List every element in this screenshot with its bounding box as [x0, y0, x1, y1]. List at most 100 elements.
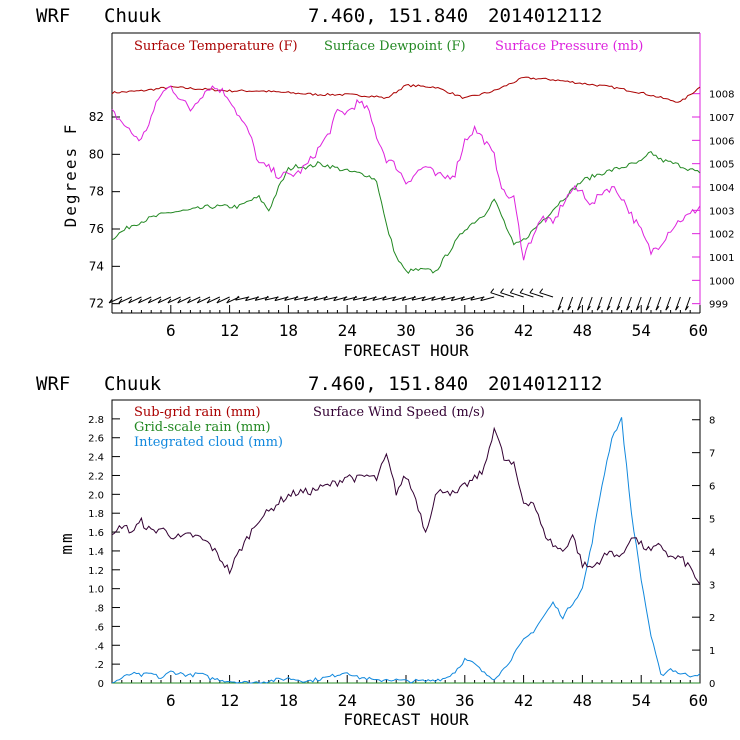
wind-barb — [187, 296, 201, 304]
bottom-header-station: Chuuk — [104, 373, 162, 395]
y2-tick-label: 1001 — [709, 253, 734, 264]
wind-barb — [264, 296, 279, 301]
wind-barb-flag — [675, 305, 679, 311]
wind-barb — [411, 296, 426, 301]
y-tick-label: 76 — [89, 222, 104, 236]
bottom-header-model: WRF — [36, 373, 70, 395]
y2-tick-label: 3 — [709, 580, 715, 591]
top-header-station: Chuuk — [104, 5, 162, 27]
wind-barb — [635, 296, 642, 311]
wind-barb-flag — [235, 295, 240, 301]
legend-gridscale: Grid-scale rain (mm) — [134, 420, 271, 435]
wind-barb — [586, 296, 593, 311]
bottom-y-ticks: 0 .2 .4 .6 .8 1.0 1.2 1.4 1.6 1.8 2.0 2.2 2.4 2.6 2.8 — [88, 415, 120, 690]
x-tick-label: 36 — [455, 691, 474, 710]
wind-barb-flag — [274, 296, 279, 301]
wind-barb-flag — [313, 296, 318, 301]
x-tick-label: 12 — [220, 321, 239, 340]
bottom-x-ticks: 6 12 18 24 30 36 42 48 54 60 — [111, 675, 708, 710]
series-line-4 — [111, 426, 701, 585]
wind-barb-flag — [645, 305, 650, 311]
y-tick-label: .6 — [94, 622, 104, 633]
bottom-x-label: FORECAST HOUR — [343, 710, 469, 729]
y-tick-label: 74 — [89, 259, 104, 273]
wind-barb-flag — [167, 298, 172, 304]
wind-barb-flag — [401, 296, 406, 301]
y-tick-label: 2.6 — [88, 434, 104, 445]
wind-barb-flag — [108, 298, 113, 304]
wind-barb — [557, 296, 564, 311]
y-tick-label: 2.2 — [88, 471, 104, 482]
series-line-3 — [111, 417, 701, 684]
wind-barb-flag — [626, 305, 630, 311]
wind-barb — [519, 292, 534, 298]
x-tick-label: 30 — [396, 691, 415, 710]
wind-barb-flag — [509, 288, 514, 294]
y-tick-label: 1.8 — [88, 509, 104, 520]
wind-barb — [382, 296, 397, 301]
y2-tick-label: 1007 — [709, 113, 734, 124]
wind-barb — [529, 292, 544, 298]
legend-wind: Surface Wind Speed (m/s) — [313, 405, 485, 420]
wind-barb — [206, 296, 221, 304]
wind-barb-flag — [577, 305, 581, 311]
wind-barb-flag — [216, 298, 221, 304]
wind-barb — [577, 296, 583, 311]
wind-barb — [684, 296, 691, 311]
y-tick-label: .4 — [94, 641, 104, 652]
y-tick-label: 1.0 — [88, 585, 104, 596]
wind-barb-flag — [138, 298, 142, 304]
y-tick-label: 1.2 — [88, 566, 104, 577]
wind-barb — [108, 296, 123, 304]
y2-tick-label: 1 — [709, 646, 715, 657]
bottom-header-coords: 7.460, 151.840 — [308, 373, 468, 395]
wind-barb-flag — [539, 288, 544, 294]
wind-barb — [138, 296, 152, 304]
wind-barb-flag — [636, 305, 640, 311]
wind-barb — [480, 296, 495, 302]
top-header: WRF Chuuk 7.460, 151.840 2014012112 — [36, 5, 602, 27]
y-tick-label: 1.4 — [88, 547, 104, 558]
wind-barb-flag — [264, 295, 269, 301]
wind-barb-flag — [226, 298, 231, 304]
wind-barb — [510, 292, 524, 298]
wind-barb-flag — [333, 296, 338, 301]
wind-barb-flag — [587, 305, 591, 311]
wind-barb — [596, 296, 603, 311]
wind-barb-flag — [352, 295, 357, 301]
y-tick-label: 2.8 — [88, 415, 104, 426]
top-series — [111, 76, 701, 275]
wind-barb — [235, 296, 250, 301]
y-tick-label: 78 — [89, 185, 104, 199]
wind-barb — [616, 296, 623, 311]
y-tick-label: 80 — [89, 147, 104, 161]
wind-barb — [323, 296, 338, 301]
wind-barb-flag — [431, 296, 436, 301]
wind-barb-flag — [685, 305, 689, 311]
wind-barb-flag — [411, 295, 416, 301]
top-legend: Surface Temperature (F) Surface Dewpoint… — [134, 39, 643, 54]
wind-barb — [197, 296, 211, 304]
wind-barb-flag — [245, 296, 249, 301]
top-header-coords: 7.460, 151.840 — [308, 5, 468, 27]
x-tick-label: 48 — [573, 691, 592, 710]
wind-barb-flag — [147, 298, 152, 304]
wind-barb-flag — [342, 296, 347, 301]
wind-barb-flag — [128, 298, 133, 304]
wind-barb-flag — [362, 296, 367, 301]
wind-barb — [490, 292, 505, 298]
x-tick-label: 24 — [338, 321, 357, 340]
legend-cloud: Integrated cloud (mm) — [134, 435, 283, 450]
top-x-label: FORECAST HOUR — [343, 341, 469, 360]
wind-barb-flag — [665, 305, 670, 311]
x-tick-label: 54 — [632, 321, 651, 340]
y-tick-label: 82 — [89, 110, 104, 124]
wind-barb — [567, 296, 574, 311]
top-header-model: WRF — [36, 5, 70, 27]
series-line-2 — [111, 150, 701, 275]
wind-barb-flag — [655, 305, 660, 311]
x-tick-label: 54 — [632, 691, 651, 710]
wind-barb-flag — [490, 288, 495, 294]
y2-tick-label: 1008 — [709, 90, 734, 101]
wind-barb — [655, 296, 662, 311]
